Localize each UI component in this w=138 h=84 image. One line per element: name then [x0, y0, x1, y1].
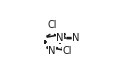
Text: N: N [56, 33, 64, 43]
Text: Cl: Cl [47, 20, 57, 30]
Text: N: N [48, 46, 56, 56]
Text: Cl: Cl [62, 46, 72, 56]
Text: N: N [72, 33, 80, 43]
